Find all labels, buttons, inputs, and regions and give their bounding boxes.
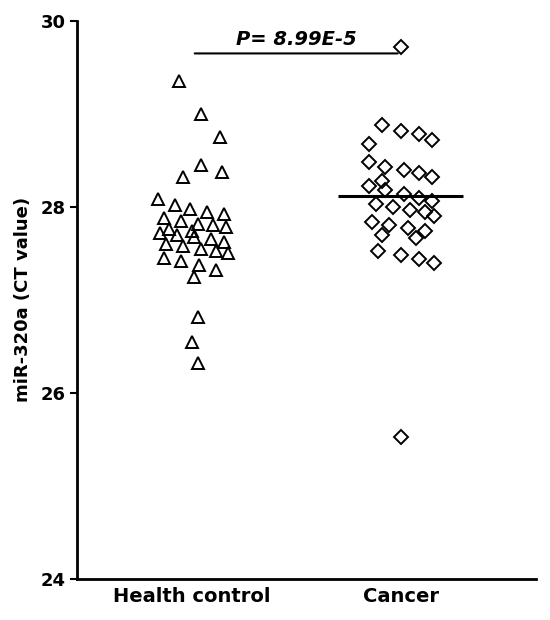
Y-axis label: miR-320a (CT value): miR-320a (CT value)	[14, 197, 32, 402]
Text: P= 8.99E-5: P= 8.99E-5	[236, 30, 356, 49]
